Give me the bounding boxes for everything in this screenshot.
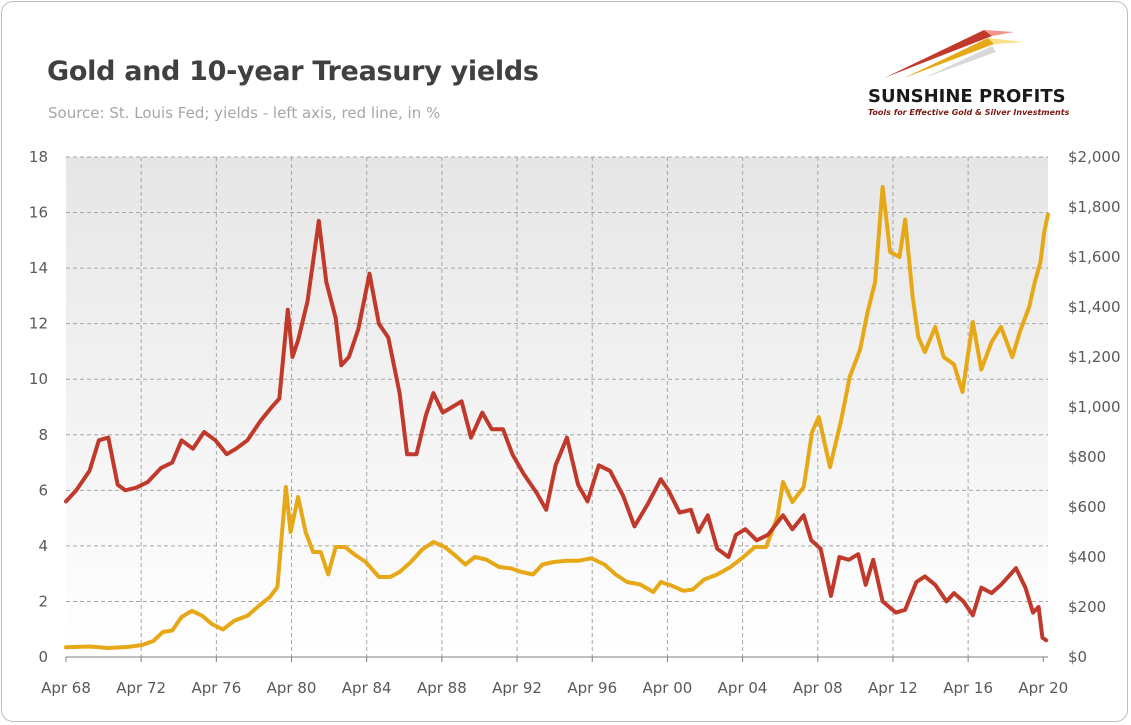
- y-right-tick-label: $1,000: [1068, 398, 1121, 416]
- chart-title: Gold and 10-year Treasury yields: [47, 56, 539, 87]
- y-right-tick-label: $200: [1068, 598, 1106, 616]
- x-tick-label: Apr 76: [191, 679, 241, 697]
- axes: [65, 656, 1048, 662]
- y-left-tick-label: 16: [29, 204, 48, 222]
- x-tick-label: Apr 80: [267, 679, 317, 697]
- y-right-tick-label: $1,200: [1068, 348, 1121, 366]
- y-left-tick-label: 6: [38, 481, 48, 499]
- y-right-tick-label: $400: [1068, 548, 1106, 566]
- x-tick-label: Apr 16: [943, 679, 993, 697]
- y-left-tick-label: 8: [38, 426, 48, 444]
- y-right-tick-label: $1,400: [1068, 298, 1121, 316]
- x-tick-label: Apr 88: [417, 679, 467, 697]
- y-right-tick-label: $1,800: [1068, 198, 1121, 216]
- x-tick-label: Apr 68: [41, 679, 91, 697]
- x-tick-label: Apr 12: [868, 679, 918, 697]
- y-left-tick-label: 0: [38, 648, 48, 666]
- y-right-tick-label: $800: [1068, 448, 1106, 466]
- treasury-yield-line: [64, 218, 1049, 643]
- x-tick-label: Apr 08: [793, 679, 843, 697]
- sunshine-profits-logo-icon: [884, 30, 1024, 78]
- y-left-tick-label: 2: [38, 592, 48, 610]
- tick-labels: 0 2 4 6 8 10 12 14 16 18 $0 $200 $400 $600 $800 $1,000 $…: [29, 148, 1121, 697]
- y-left-tick-label: 18: [29, 148, 48, 166]
- y-right-tick-label: $600: [1068, 498, 1106, 516]
- chart-subtitle: Source: St. Louis Fed; yields - left axi…: [48, 104, 441, 122]
- x-tick-label: Apr 00: [643, 679, 693, 697]
- plot-area: [66, 157, 1048, 657]
- x-tick-label: Apr 72: [116, 679, 166, 697]
- x-tick-label: Apr 04: [718, 679, 768, 697]
- y-left-tick-label: 10: [29, 370, 48, 388]
- gold-price-line: [64, 185, 1050, 650]
- y-left-tick-label: 14: [29, 259, 48, 277]
- y-right-tick-label: $0: [1068, 648, 1087, 666]
- x-tick-label: Apr 96: [567, 679, 617, 697]
- y-left-tick-label: 4: [38, 537, 48, 555]
- series-lines: [64, 185, 1050, 650]
- y-right-tick-label: $2,000: [1068, 148, 1121, 166]
- x-tick-label: Apr 20: [1018, 679, 1068, 697]
- grid-lines: [66, 156, 1048, 657]
- logo-name: SUNSHINE PROFITS: [868, 86, 1066, 107]
- y-left-tick-label: 12: [29, 315, 48, 333]
- y-right-tick-label: $1,600: [1068, 248, 1121, 266]
- logo-tagline: Tools for Effective Gold & Silver Invest…: [868, 108, 1070, 117]
- x-tick-label: Apr 92: [492, 679, 542, 697]
- x-tick-label: Apr 84: [342, 679, 392, 697]
